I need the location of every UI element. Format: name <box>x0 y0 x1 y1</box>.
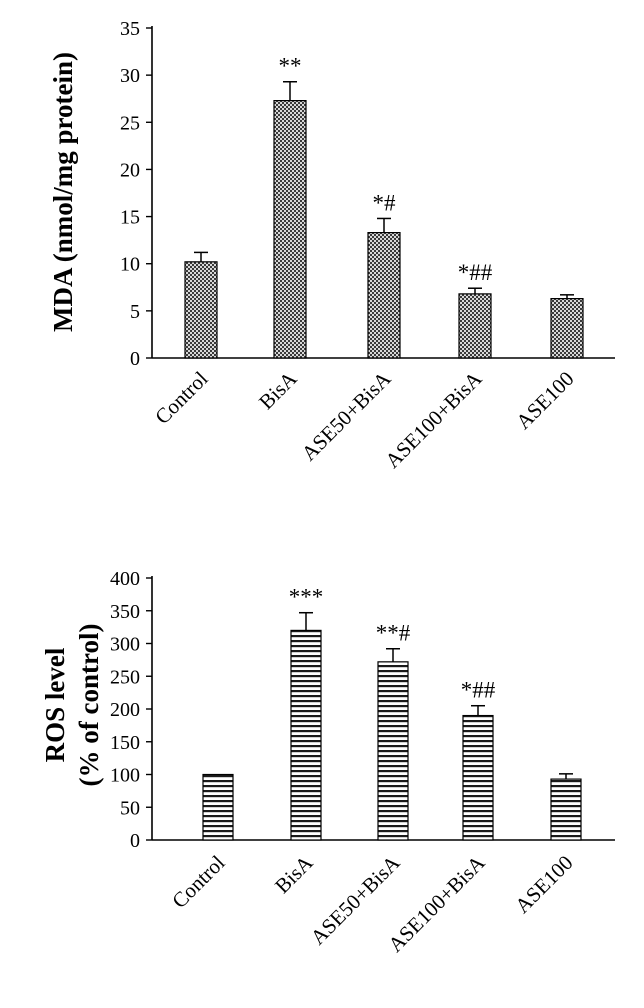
x-category-label: BisA <box>270 850 318 898</box>
bar <box>462 714 494 841</box>
bar <box>367 232 401 359</box>
y-tick-label: 350 <box>110 601 140 623</box>
x-category-label: ASE50+BisA <box>297 366 396 465</box>
y-axis-title: MDA (nmol/mg protein) <box>48 52 78 332</box>
x-category-label: ASE100 <box>511 367 578 434</box>
x-category-label: Control <box>167 850 229 912</box>
bar <box>202 773 234 841</box>
y-axis-title: (% of control) <box>74 624 104 787</box>
bar <box>290 629 322 841</box>
significance-label: *# <box>373 190 397 215</box>
bar <box>273 99 307 359</box>
bar <box>184 261 218 359</box>
bar <box>550 298 584 359</box>
y-tick-label: 20 <box>120 159 140 181</box>
bar <box>458 293 492 359</box>
y-tick-label: 5 <box>130 301 140 323</box>
y-tick-label: 0 <box>130 348 140 370</box>
y-tick-label: 200 <box>110 699 140 721</box>
bar <box>550 778 582 841</box>
y-tick-label: 35 <box>120 18 140 40</box>
x-category-label: BisA <box>254 366 302 414</box>
y-tick-label: 250 <box>110 666 140 688</box>
y-tick-label: 30 <box>120 65 140 87</box>
y-tick-label: 50 <box>120 797 140 819</box>
y-axis-title: ROS level <box>40 647 70 762</box>
x-category-label: Control <box>150 366 212 428</box>
x-category-label: ASE100 <box>510 851 577 918</box>
significance-label: *** <box>289 585 324 610</box>
significance-label: **# <box>376 621 411 646</box>
x-category-label: ASE100+BisA <box>380 366 487 473</box>
y-tick-label: 150 <box>110 732 140 754</box>
y-tick-label: 15 <box>120 207 140 229</box>
y-tick-label: 300 <box>110 634 140 656</box>
y-tick-label: 10 <box>120 254 140 276</box>
significance-label: *## <box>458 260 493 285</box>
bar <box>377 661 409 841</box>
y-tick-label: 100 <box>110 765 140 787</box>
significance-label: ** <box>279 54 302 79</box>
significance-label: *## <box>461 678 496 703</box>
y-tick-label: 0 <box>130 830 140 852</box>
y-tick-label: 400 <box>110 568 140 590</box>
y-tick-label: 25 <box>120 112 140 134</box>
